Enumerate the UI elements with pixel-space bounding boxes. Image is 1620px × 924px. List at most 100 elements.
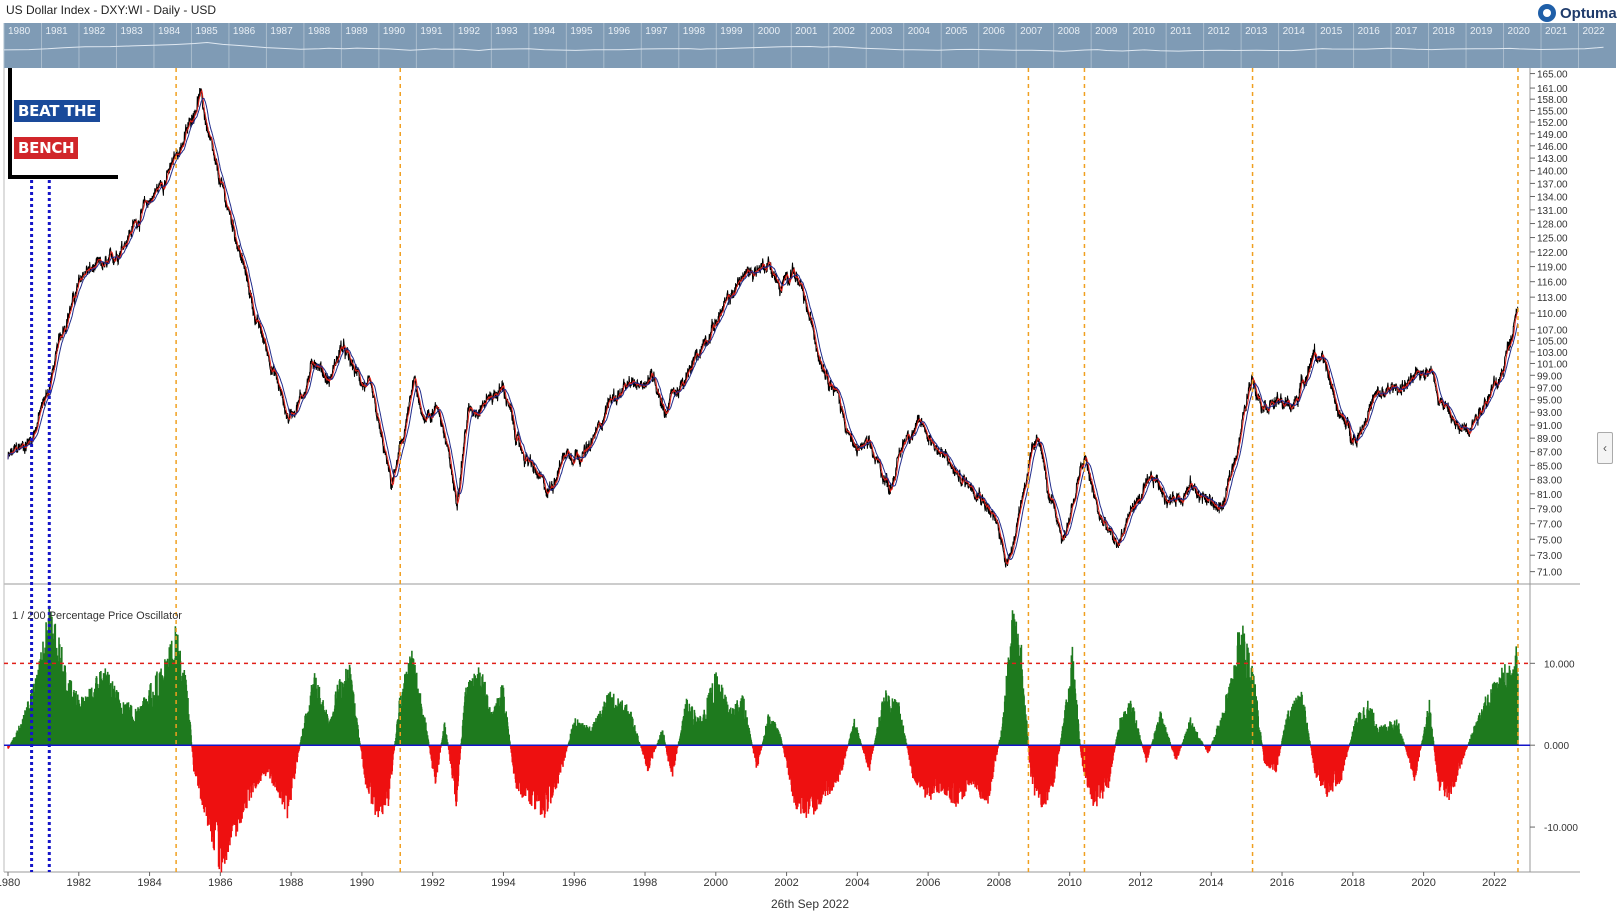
y-tick-label: 75.00	[1537, 535, 1562, 546]
moving-average-fast	[7, 88, 1519, 565]
overview-year-label: 1995	[570, 26, 593, 37]
overview-line	[3, 41, 1604, 52]
overview-year-label: 1993	[495, 26, 518, 37]
x-tick-label: 1988	[279, 877, 303, 889]
y-tick-label: 131.00	[1537, 206, 1568, 217]
x-tick-label: 2022	[1482, 877, 1506, 889]
overview-year-label: 2016	[1358, 26, 1381, 37]
y-tick-label: 119.00	[1537, 263, 1567, 274]
y-tick-label: 101.00	[1537, 359, 1568, 370]
x-tick-label: 2018	[1341, 877, 1365, 889]
y-tick-label: 146.00	[1537, 142, 1568, 153]
y-tick-label: 113.00	[1537, 293, 1567, 304]
y-tick-label: 85.00	[1537, 461, 1562, 472]
badge-frame	[8, 68, 118, 179]
y-tick-label: 79.00	[1537, 505, 1562, 516]
x-tick-label: 1998	[633, 877, 657, 889]
y-tick-label: 125.00	[1537, 234, 1568, 245]
x-tick-label: 1982	[67, 877, 91, 889]
overview-year-label: 2004	[908, 26, 931, 37]
overview-year-label: 1990	[383, 26, 406, 37]
overview-year-label: 2002	[833, 26, 856, 37]
y-tick-label: 103.00	[1537, 348, 1568, 359]
overview-year-label: 1980	[8, 26, 31, 37]
overview-year-label: 2017	[1395, 26, 1418, 37]
overview-strip	[4, 23, 1616, 68]
overview-year-label: 1981	[45, 26, 68, 37]
overview-year-label: 1998	[683, 26, 706, 37]
y-tick-label: 73.00	[1537, 551, 1562, 562]
y-tick-label: 99.00	[1537, 371, 1562, 382]
oscillator-negative-bars	[7, 745, 1469, 873]
overview-year-label: 2003	[870, 26, 893, 37]
overview-year-label: 1997	[645, 26, 668, 37]
y-tick-label: 81.00	[1537, 490, 1562, 501]
overview-year-label: 2009	[1095, 26, 1118, 37]
overview-year-label: 2007	[1020, 26, 1043, 37]
y-tick-label: 134.00	[1537, 192, 1568, 203]
x-tick-label: 2000	[704, 877, 728, 889]
overview-year-label: 2020	[1508, 26, 1531, 37]
y-tick-label: 107.00	[1537, 325, 1568, 336]
x-tick-label: 1990	[350, 877, 374, 889]
y-tick-label: 97.00	[1537, 383, 1562, 394]
y-tick-label: 137.00	[1537, 179, 1568, 190]
osc-y-tick-label: -10.000	[1544, 823, 1578, 834]
overview-year-label: 1984	[158, 26, 181, 37]
y-tick-label: 165.00	[1537, 70, 1568, 81]
x-tick-label: 2004	[845, 877, 869, 889]
chevron-left-icon[interactable]: ‹	[1597, 432, 1613, 464]
x-tick-label: 1984	[137, 877, 161, 889]
overview-year-label: 2018	[1433, 26, 1456, 37]
overview-year-label: 2006	[983, 26, 1006, 37]
y-tick-label: 95.00	[1537, 396, 1562, 407]
overview-year-label: 1999	[720, 26, 743, 37]
x-tick-label: 1994	[491, 877, 515, 889]
x-tick-label: 1980	[0, 877, 20, 889]
y-tick-label: 158.00	[1537, 95, 1568, 106]
overview-year-label: 2015	[1320, 26, 1343, 37]
y-tick-label: 116.00	[1537, 278, 1567, 289]
overview-year-label: 2010	[1133, 26, 1156, 37]
osc-y-tick-label: 10.000	[1544, 659, 1575, 670]
oscillator-positive-bars	[9, 605, 1519, 746]
y-tick-label: 105.00	[1537, 337, 1568, 348]
overview-year-label: 1989	[345, 26, 368, 37]
overview-year-label: 1982	[83, 26, 106, 37]
overview-year-label: 1986	[233, 26, 256, 37]
y-tick-label: 140.00	[1537, 167, 1568, 178]
y-tick-label: 71.00	[1537, 568, 1562, 579]
overview-year-label: 2000	[758, 26, 781, 37]
overview-year-label: 1983	[120, 26, 143, 37]
osc-y-tick-label: 0.000	[1544, 741, 1569, 752]
overview-year-label: 2022	[1583, 26, 1606, 37]
y-tick-label: 155.00	[1537, 106, 1568, 117]
x-tick-label: 1992	[420, 877, 444, 889]
y-tick-label: 93.00	[1537, 408, 1562, 419]
logo-text: Optuma	[1560, 4, 1617, 22]
y-tick-label: 152.00	[1537, 118, 1568, 129]
overview-year-label: 1988	[308, 26, 331, 37]
oscillator-label: 1 / 200 Percentage Price Oscillator	[12, 610, 182, 622]
overview-year-label: 2013	[1245, 26, 1268, 37]
x-tick-label: 2002	[774, 877, 798, 889]
overview-year-label: 1996	[608, 26, 631, 37]
x-tick-label: 2010	[1057, 877, 1081, 889]
chart-title: US Dollar Index - DXY:WI - Daily - USD	[6, 3, 217, 17]
beat-the-badge: BEAT THE	[14, 100, 101, 122]
x-tick-label: 2012	[1128, 877, 1152, 889]
moving-average-slow	[7, 97, 1519, 560]
y-tick-label: 149.00	[1537, 130, 1568, 141]
y-tick-label: 77.00	[1537, 520, 1562, 531]
overview-year-label: 2011	[1170, 26, 1192, 37]
overview-year-label: 1985	[195, 26, 218, 37]
bench-badge: BENCH	[14, 137, 79, 159]
y-tick-label: 87.00	[1537, 448, 1562, 459]
x-tick-label: 2014	[1199, 877, 1223, 889]
overview-year-label: 2012	[1208, 26, 1231, 37]
price-series	[7, 87, 1519, 568]
overview-year-label: 1994	[533, 26, 556, 37]
overview-year-label: 1992	[458, 26, 481, 37]
x-tick-label: 2016	[1270, 877, 1294, 889]
